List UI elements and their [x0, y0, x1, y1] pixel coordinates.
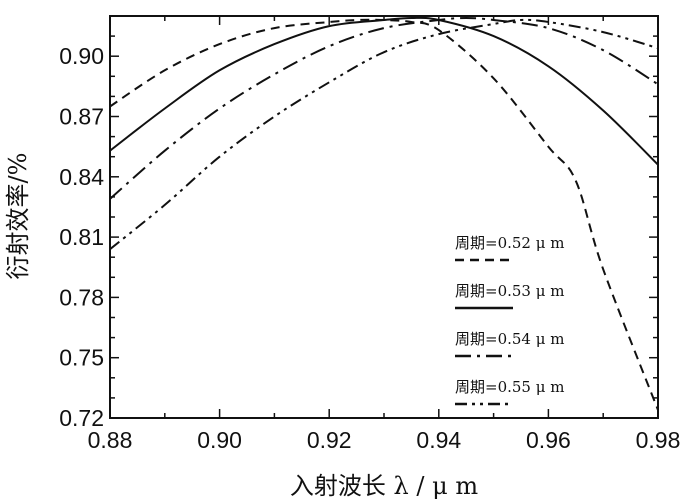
y-tick-label: 0.87	[59, 104, 104, 130]
x-tick-label: 0.94	[416, 427, 461, 453]
x-tick-label: 0.88	[88, 427, 133, 453]
y-tick-label: 0.75	[59, 345, 104, 371]
series-line-4	[109, 18, 659, 250]
x-axis-title: 入射波长 λ / μ m	[290, 472, 478, 500]
x-tick-label: 0.90	[197, 427, 242, 453]
y-axis-title: 衍射效率/%	[4, 153, 32, 280]
legend-label-3: 周期=0.54 μ m	[455, 330, 564, 348]
x-tick-label: 0.92	[307, 427, 352, 453]
y-tick-label: 0.72	[59, 405, 104, 431]
legend-label-2: 周期=0.53 μ m	[455, 282, 564, 300]
series-line-3	[109, 17, 659, 200]
y-tick-label: 0.78	[59, 284, 104, 310]
series-line-1	[109, 18, 659, 411]
y-tick-label: 0.84	[59, 164, 104, 190]
legend-label-4: 周期=0.55 μ m	[455, 378, 564, 396]
legend: 周期=0.52 μ m 周期=0.53 μ m 周期=0.54 μ m 周期=0.55…	[455, 234, 564, 406]
series-lines	[109, 16, 659, 411]
axis-ticks: 0.88 0.90 0.92 0.94 0.96 0.98 0.72 0.75 0.78 0.81…	[59, 15, 681, 453]
y-tick-label: 0.90	[59, 43, 104, 69]
series-line-2	[109, 16, 659, 166]
x-tick-label: 0.98	[636, 427, 681, 453]
legend-label-1: 周期=0.52 μ m	[455, 234, 564, 252]
y-tick-label: 0.81	[59, 224, 104, 250]
plot-frame	[109, 15, 659, 419]
x-tick-label: 0.96	[526, 427, 571, 453]
